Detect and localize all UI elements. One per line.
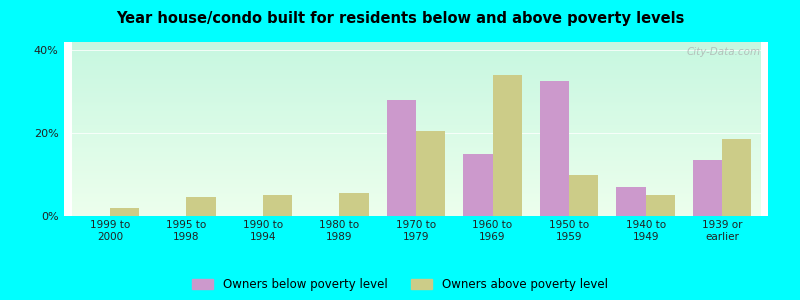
Text: City-Data.com: City-Data.com [687,47,761,57]
Bar [493,75,522,216]
Bar [416,131,445,216]
Bar [540,81,569,216]
Bar [617,187,646,216]
Bar [693,160,722,216]
Bar [186,197,215,216]
Bar [463,154,493,216]
Bar [722,140,751,216]
Bar [110,208,139,216]
Bar [387,100,416,216]
Text: Year house/condo built for residents below and above poverty levels: Year house/condo built for residents bel… [116,11,684,26]
Legend: Owners below poverty level, Owners above poverty level: Owners below poverty level, Owners above… [192,278,608,291]
Bar [569,175,598,216]
Bar [646,195,674,216]
Bar [263,195,292,216]
Bar [339,193,369,216]
